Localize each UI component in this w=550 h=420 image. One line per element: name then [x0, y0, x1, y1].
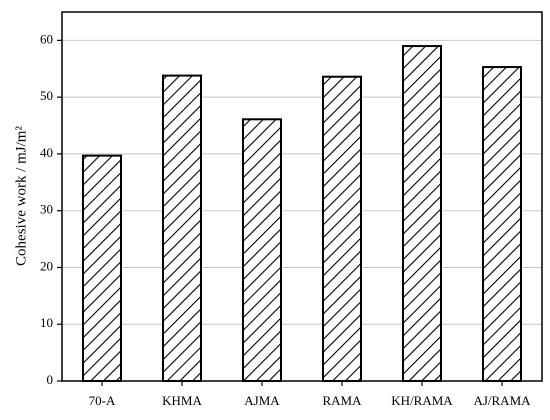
y-tick-label: 10 — [40, 315, 53, 330]
y-tick-label: 30 — [40, 202, 53, 217]
x-tick-label: RAMA — [322, 393, 362, 408]
x-tick-label: KH/RAMA — [391, 393, 453, 408]
y-tick-label: 20 — [40, 258, 53, 273]
plot-frame — [61, 11, 543, 382]
x-tick-label: AJMA — [244, 393, 280, 408]
bar — [402, 45, 442, 383]
bar — [242, 118, 282, 382]
x-tick-label: 70-A — [89, 393, 116, 408]
bar — [82, 154, 122, 382]
y-tick-label: 40 — [40, 145, 53, 160]
x-tick-label: AJ/RAMA — [473, 393, 531, 408]
y-axis-label: Cohesive work / mJ/m² — [13, 126, 29, 266]
x-tick-label: KHMA — [162, 393, 202, 408]
bar — [482, 66, 522, 382]
bar — [162, 74, 202, 382]
y-tick-label: 50 — [40, 88, 53, 103]
y-tick-label: 60 — [40, 31, 53, 46]
bar — [322, 75, 362, 383]
y-tick-label: 0 — [47, 372, 54, 387]
